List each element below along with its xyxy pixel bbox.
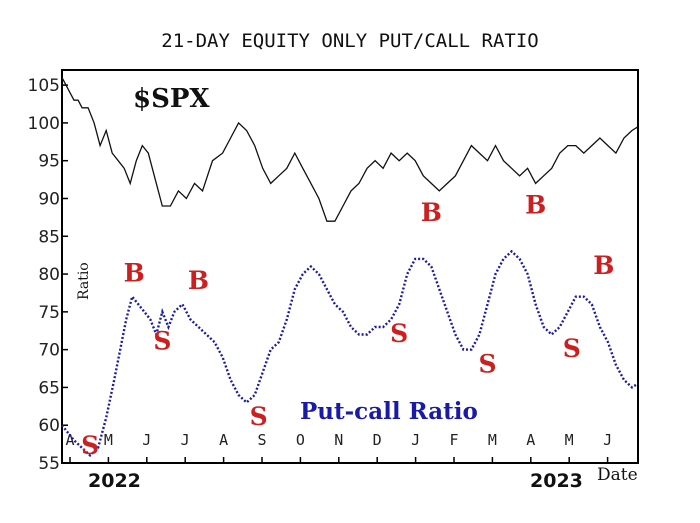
x-tick-label: M <box>565 431 574 449</box>
y-tick-label: 70 <box>38 341 60 361</box>
sell-marker: S <box>563 334 581 363</box>
sell-marker: S <box>478 349 496 378</box>
y-tick-label: 60 <box>38 416 60 436</box>
sell-marker: S <box>390 319 408 348</box>
put-call-series-line <box>61 249 639 458</box>
x-tick-label: A <box>526 431 535 449</box>
plot-frame <box>61 69 639 464</box>
chart-title: 21-DAY EQUITY ONLY PUT/CALL RATIO <box>161 30 539 52</box>
x-tick-label: A <box>65 431 74 449</box>
sell-marker: S <box>81 431 99 460</box>
x-tick-label: O <box>296 431 305 449</box>
x-tick-label: A <box>219 431 228 449</box>
year-label-2023: 2023 <box>530 470 583 492</box>
buy-marker: B <box>525 191 546 220</box>
x-tick-label: S <box>257 431 266 449</box>
x-tick-label: D <box>373 431 382 449</box>
y-tick-label: 95 <box>38 152 60 172</box>
spx-series-line <box>61 77 639 222</box>
buy-marker: B <box>124 259 145 288</box>
y-tick-label: 105 <box>28 76 60 96</box>
spx-series-label: $SPX <box>133 84 210 114</box>
sell-marker: S <box>153 327 171 356</box>
y-tick-label: 80 <box>38 265 60 285</box>
buy-marker: B <box>421 198 442 227</box>
x-tick-label: J <box>603 431 612 449</box>
y-axis-ticks: 55 60 65 70 75 80 85 90 95 100 105 <box>28 76 68 474</box>
y-axis-label: Ratio <box>76 262 92 300</box>
year-label-2022: 2022 <box>88 470 141 492</box>
sell-marker: S <box>250 402 268 431</box>
x-tick-label: M <box>104 431 113 449</box>
y-tick-label: 65 <box>38 378 60 398</box>
x-tick-label: F <box>449 431 458 449</box>
y-tick-label: 85 <box>38 227 60 247</box>
y-tick-label: 75 <box>38 303 60 323</box>
y-tick-label: 55 <box>38 454 60 474</box>
x-tick-label: J <box>181 431 190 449</box>
x-tick-label: M <box>488 431 497 449</box>
buy-marker: B <box>188 266 209 295</box>
y-tick-label: 90 <box>38 189 60 209</box>
x-tick-label: N <box>334 431 343 449</box>
x-tick-label: J <box>411 431 420 449</box>
x-tick-label: J <box>142 431 151 449</box>
put-call-series-label: Put-call Ratio <box>300 398 478 425</box>
y-tick-label: 100 <box>28 114 60 134</box>
buy-marker: B <box>593 251 614 280</box>
x-axis-label: Date <box>597 465 638 485</box>
